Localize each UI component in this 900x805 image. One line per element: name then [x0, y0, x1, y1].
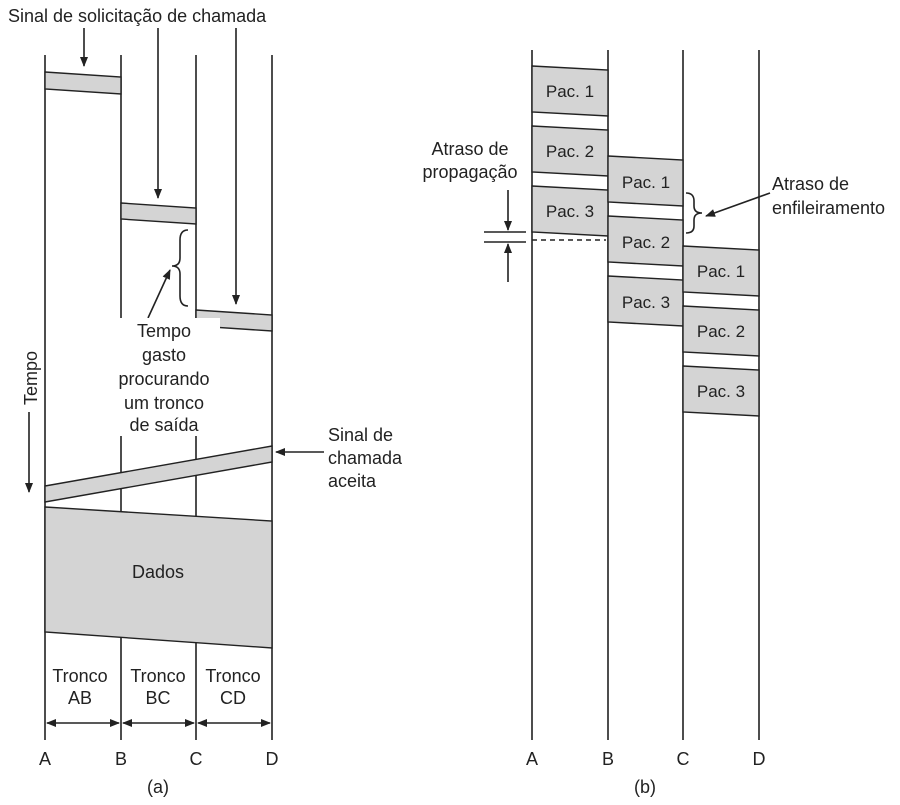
svg-text:de saída: de saída — [129, 415, 199, 435]
packet-bc-2-label: Pac. 2 — [622, 233, 670, 252]
search-time-brace — [171, 229, 189, 307]
data-block — [44, 506, 273, 649]
propagation-delay-label-line2: propagação — [422, 162, 517, 182]
panel-a-caption: (a) — [147, 777, 169, 797]
node-label-b: B — [115, 749, 127, 769]
trunk-bc-line1: Tronco — [130, 666, 185, 686]
queueing-delay-arrow — [705, 192, 771, 217]
queueing-delay-label-line1: Atraso de — [772, 174, 849, 194]
node-label-c: C — [677, 749, 690, 769]
time-axis-label: Tempo — [21, 351, 41, 405]
search-time-label: Tempo gasto procurando um tronco de saíd… — [108, 318, 220, 436]
trunk-cd-line1: Tronco — [205, 666, 260, 686]
packet-cd-1 — [682, 245, 760, 297]
packet-ab-2-label: Pac. 2 — [546, 142, 594, 161]
node-label-b: B — [602, 749, 614, 769]
svg-text:Tempo: Tempo — [137, 321, 191, 341]
panel-a: Sinal de solicitação de chamada Tempo ga… — [8, 6, 403, 797]
packet-bc-1 — [607, 155, 684, 207]
packet-cd-2-label: Pac. 2 — [697, 322, 745, 341]
svg-text:gasto: gasto — [142, 345, 186, 365]
node-label-d: D — [266, 749, 279, 769]
trunk-cd-line2: CD — [220, 688, 246, 708]
trunk-bc-line2: BC — [145, 688, 170, 708]
packet-cd-1-label: Pac. 1 — [697, 262, 745, 281]
packet-cd-3-label: Pac. 3 — [697, 382, 745, 401]
call-request-segment-ab — [44, 71, 122, 95]
panel-b-caption: (b) — [634, 777, 656, 797]
packet-ab-3-label: Pac. 3 — [546, 202, 594, 221]
call-accepted-label-line1: Sinal de — [328, 425, 393, 445]
trunk-ab-line2: AB — [68, 688, 92, 708]
search-time-arrow — [147, 269, 171, 319]
packet-bc-3-label: Pac. 3 — [622, 293, 670, 312]
packet-ab-1-label: Pac. 1 — [546, 82, 594, 101]
packet-cd-3 — [682, 365, 760, 417]
packet-ab-1 — [531, 65, 609, 117]
node-label-a: A — [39, 749, 51, 769]
node-label-d: D — [753, 749, 766, 769]
call-accepted-label-line2: chamada — [328, 448, 403, 468]
packet-cd-2 — [682, 305, 760, 357]
svg-text:procurando: procurando — [118, 369, 209, 389]
node-label-a: A — [526, 749, 538, 769]
call-request-label: Sinal de solicitação de chamada — [8, 6, 267, 26]
call-accepted-segment — [44, 445, 273, 503]
panel-b: Pac. 1 Pac. 2 Pac. 3 Pac. 1 Pac. 2 Pac. … — [422, 50, 885, 797]
call-accepted-label-line3: aceita — [328, 471, 377, 491]
queueing-delay-label-line2: enfileiramento — [772, 198, 885, 218]
packet-bc-1-label: Pac. 1 — [622, 173, 670, 192]
call-request-segment-bc — [120, 202, 197, 225]
queueing-delay-brace — [685, 192, 703, 234]
node-label-c: C — [190, 749, 203, 769]
svg-text:um tronco: um tronco — [124, 393, 204, 413]
propagation-delay-label-line1: Atraso de — [431, 139, 508, 159]
trunk-ab-line1: Tronco — [52, 666, 107, 686]
data-label: Dados — [132, 562, 184, 582]
